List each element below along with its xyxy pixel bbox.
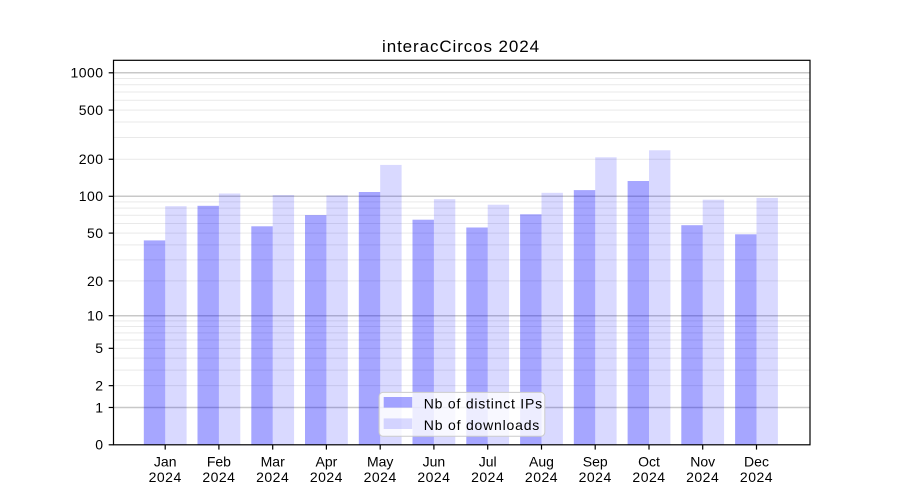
svg-text:interacCircos 2024: interacCircos 2024 — [382, 37, 540, 56]
svg-text:Nb of downloads: Nb of downloads — [424, 417, 540, 433]
svg-text:2024: 2024 — [525, 469, 558, 485]
svg-text:Aug: Aug — [529, 453, 554, 469]
svg-text:1: 1 — [95, 399, 103, 415]
svg-text:2024: 2024 — [310, 469, 343, 485]
svg-text:Mar: Mar — [261, 453, 285, 469]
svg-text:10: 10 — [87, 308, 103, 324]
svg-text:2024: 2024 — [740, 469, 773, 485]
svg-text:2024: 2024 — [686, 469, 719, 485]
svg-text:2024: 2024 — [149, 469, 182, 485]
svg-text:1000: 1000 — [71, 65, 104, 81]
svg-text:5: 5 — [95, 340, 103, 356]
svg-text:Nov: Nov — [690, 453, 715, 469]
svg-text:Apr: Apr — [316, 453, 338, 469]
svg-text:May: May — [367, 453, 393, 469]
svg-text:50: 50 — [87, 225, 103, 241]
svg-text:2024: 2024 — [579, 469, 612, 485]
svg-text:Nb of distinct IPs: Nb of distinct IPs — [424, 395, 543, 411]
svg-text:2024: 2024 — [417, 469, 450, 485]
svg-text:Sep: Sep — [583, 453, 608, 469]
svg-text:Oct: Oct — [638, 453, 660, 469]
svg-text:2024: 2024 — [202, 469, 235, 485]
svg-text:2024: 2024 — [364, 469, 397, 485]
svg-text:Jul: Jul — [479, 453, 497, 469]
svg-text:20: 20 — [87, 273, 103, 289]
svg-text:2024: 2024 — [632, 469, 665, 485]
svg-text:Feb: Feb — [207, 453, 231, 469]
svg-text:2024: 2024 — [256, 469, 289, 485]
svg-text:Jan: Jan — [154, 453, 177, 469]
svg-text:2024: 2024 — [471, 469, 504, 485]
svg-text:Dec: Dec — [744, 453, 769, 469]
svg-text:0: 0 — [95, 437, 103, 453]
svg-text:500: 500 — [79, 102, 104, 118]
svg-text:200: 200 — [79, 151, 104, 167]
svg-text:2: 2 — [95, 378, 103, 394]
svg-text:100: 100 — [79, 188, 104, 204]
svg-text:Jun: Jun — [423, 453, 446, 469]
